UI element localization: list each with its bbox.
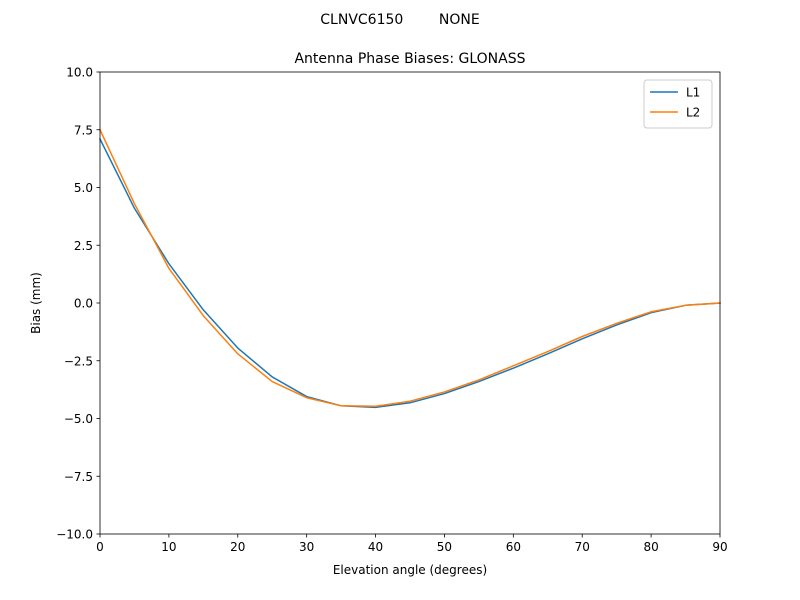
y-tick-label: −2.5: [64, 354, 93, 368]
y-tick-label: 7.5: [74, 123, 93, 137]
y-axis-label: Bias (mm): [29, 272, 43, 334]
y-tick-label: 5.0: [74, 181, 93, 195]
x-tick-label: 80: [643, 540, 658, 554]
y-tick-label: −7.5: [64, 470, 93, 484]
y-tick-label: 2.5: [74, 239, 93, 253]
y-tick-label: −5.0: [64, 412, 93, 426]
series-line-l2: [99, 128, 721, 408]
plot-area: 0 10 20 30 40 50 60 70 80 90 −10.0 −7.5 −5.0 −2.5 0.0 2…: [56, 66, 727, 555]
legend-label-l2: L2: [686, 106, 700, 120]
x-tick-label: 90: [712, 540, 727, 554]
x-tick-label: 60: [506, 540, 521, 554]
x-tick-label: 10: [161, 540, 176, 554]
axes-frame: [99, 71, 721, 535]
chart-title: Antenna Phase Biases: GLONASS: [294, 51, 525, 67]
x-tick-label: 40: [368, 540, 383, 554]
x-tick-label: 50: [437, 540, 452, 554]
chart-suptitle: CLNVC6150 NONE: [320, 12, 479, 28]
x-tick-label: 70: [575, 540, 590, 554]
series-line-l1: [98, 137, 721, 409]
y-tick-label: 10.0: [66, 66, 93, 80]
legend-box: [643, 79, 713, 129]
x-tick-label: 30: [299, 540, 314, 554]
legend-label-l1: L1: [686, 86, 700, 100]
y-tick-label: 0.0: [74, 297, 93, 311]
x-tick-label: 20: [230, 540, 245, 554]
x-axis-label: Elevation angle (degrees): [333, 563, 487, 577]
x-tick-label: 0: [96, 540, 104, 554]
y-tick-label: −10.0: [56, 528, 93, 542]
